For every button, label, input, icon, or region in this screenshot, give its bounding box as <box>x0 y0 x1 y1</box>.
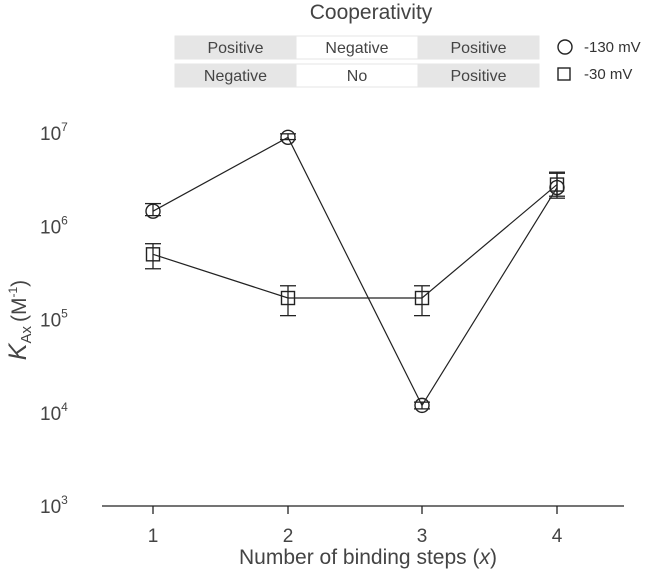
coop-cell-bg <box>417 63 540 88</box>
series-minus130mv <box>145 129 565 414</box>
y-tick-label: 105 <box>40 307 68 332</box>
y-tick-label: 104 <box>40 400 68 425</box>
data-point-square <box>145 247 161 262</box>
legend: -130 mV -30 mV <box>557 39 641 83</box>
cooperativity-table: Positive Negative Positive Negative No Positi… <box>174 35 540 88</box>
coop-cell-text: Positive <box>450 68 506 85</box>
data-point-square <box>280 290 296 306</box>
series-layer <box>145 129 565 414</box>
legend-label: -30 mV <box>584 66 632 83</box>
x-axis-title: Number of binding steps (x) <box>239 546 497 569</box>
coop-cell-bg <box>417 35 540 60</box>
series-line <box>152 136 558 407</box>
data-point-circle <box>414 397 430 414</box>
data-point-circle <box>145 203 161 219</box>
legend-label: -130 mV <box>584 39 641 56</box>
coop-cell-text: Positive <box>207 40 263 57</box>
cooperativity-title: Cooperativity <box>310 1 433 24</box>
x-tick-label: 4 <box>552 526 563 547</box>
axes: 1 2 3 4 103 104 105 106 107 <box>40 120 624 547</box>
y-tick-label: 107 <box>40 120 68 145</box>
legend-marker-square <box>557 67 571 81</box>
y-tick-label: 106 <box>40 213 68 238</box>
data-point-square <box>549 177 565 192</box>
x-tick-label: 3 <box>417 526 428 547</box>
coop-cell-text: Positive <box>450 40 506 57</box>
series-minus30mv <box>145 171 565 317</box>
coop-cell-text: No <box>347 68 368 85</box>
series-line <box>152 184 558 299</box>
legend-marker-circle <box>557 39 573 55</box>
coop-cell-text: Negative <box>325 40 388 57</box>
x-tick-label: 2 <box>283 526 294 547</box>
coop-cell-text: Negative <box>204 68 267 85</box>
data-point-square <box>414 290 430 306</box>
x-tick-label: 1 <box>148 526 159 547</box>
data-point-circle <box>280 129 296 145</box>
y-axis-title: KAx(M-1) <box>4 280 35 360</box>
y-tick-label: 103 <box>40 493 68 518</box>
